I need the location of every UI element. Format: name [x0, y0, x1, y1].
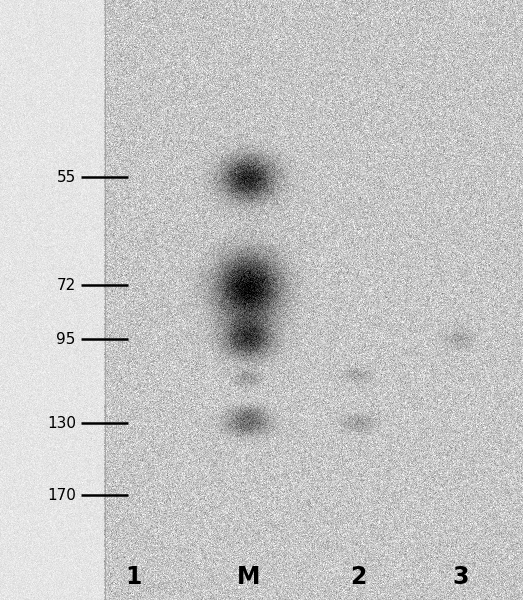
Text: 3: 3	[452, 565, 469, 589]
Text: M: M	[237, 565, 260, 589]
Text: 72: 72	[56, 277, 76, 292]
Text: 95: 95	[56, 331, 76, 346]
Text: 130: 130	[47, 415, 76, 431]
Text: 55: 55	[56, 169, 76, 185]
Text: 2: 2	[350, 565, 367, 589]
Text: 170: 170	[47, 487, 76, 503]
Text: 1: 1	[125, 565, 142, 589]
